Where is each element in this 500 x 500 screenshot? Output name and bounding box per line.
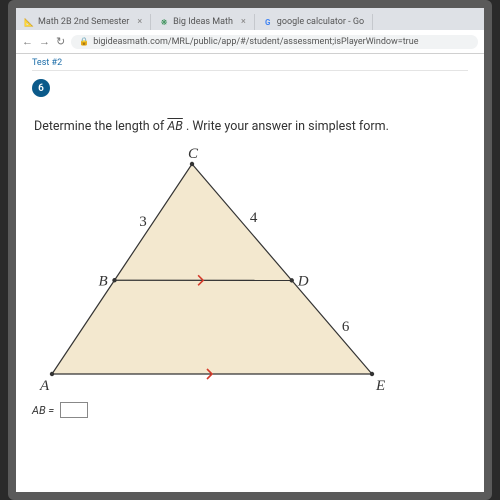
browser-tab-bar: 📐 Math 2B 2nd Semester × ❋ Big Ideas Mat… (16, 8, 484, 30)
svg-text:6: 6 (342, 319, 350, 335)
svg-text:B: B (99, 273, 108, 289)
tab-label: google calculator - Go (277, 17, 364, 27)
svg-text:A: A (39, 378, 50, 394)
svg-text:E: E (375, 378, 385, 394)
tab-favicon: 📐 (24, 17, 34, 27)
answer-label: AB = (32, 404, 54, 417)
tab-google[interactable]: G google calculator - Go (255, 14, 373, 30)
svg-text:D: D (297, 273, 309, 289)
tab-math2b[interactable]: 📐 Math 2B 2nd Semester × (16, 14, 151, 30)
close-icon[interactable]: × (241, 17, 246, 27)
tab-bigideas[interactable]: ❋ Big Ideas Math × (151, 14, 255, 30)
question-number-badge: 6 (32, 79, 50, 97)
back-icon[interactable]: ← (22, 35, 33, 48)
answer-input[interactable] (60, 402, 88, 418)
answer-row: AB = (32, 402, 468, 418)
address-bar: ← → ↻ 🔒 bigideasmath.com/MRL/public/app/… (16, 30, 484, 54)
breadcrumb: Test #2 (32, 58, 468, 71)
svg-text:C: C (188, 146, 199, 162)
tab-label: Big Ideas Math (173, 17, 233, 27)
triangle-diagram: C B D A E 3 4 6 (32, 144, 392, 394)
url-text: bigideasmath.com/MRL/public/app/#/studen… (93, 37, 418, 47)
svg-text:3: 3 (139, 214, 147, 230)
tab-favicon: G (263, 17, 273, 27)
question-prompt: Determine the length of AB . Write your … (34, 119, 466, 134)
close-icon[interactable]: × (137, 17, 142, 27)
forward-icon[interactable]: → (39, 35, 50, 48)
reload-icon[interactable]: ↻ (56, 35, 65, 48)
lock-icon: 🔒 (79, 37, 89, 46)
url-input[interactable]: 🔒 bigideasmath.com/MRL/public/app/#/stud… (71, 35, 478, 49)
svg-text:4: 4 (250, 210, 258, 226)
tab-favicon: ❋ (159, 17, 169, 27)
tab-label: Math 2B 2nd Semester (38, 17, 129, 27)
page-content: Test #2 6 Determine the length of AB . W… (16, 54, 484, 434)
